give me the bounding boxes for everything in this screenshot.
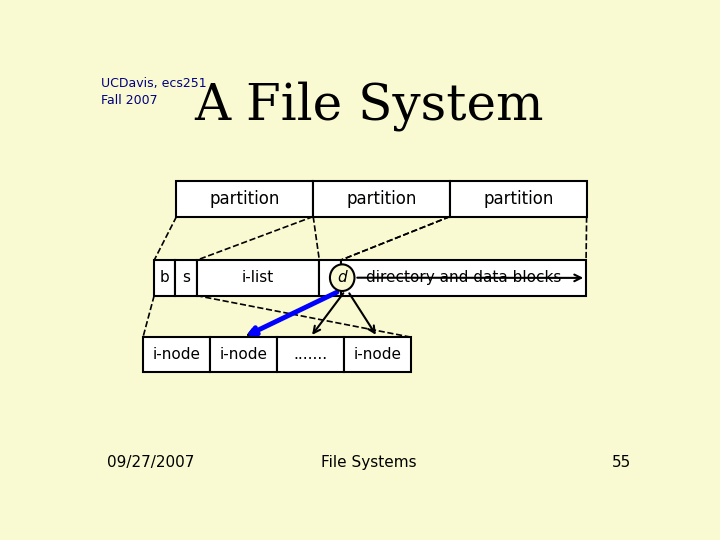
Text: i-node: i-node: [354, 347, 401, 362]
Bar: [341, 260, 586, 295]
Bar: [154, 260, 176, 295]
Text: partition: partition: [210, 190, 280, 208]
Text: .......: .......: [293, 347, 328, 362]
Bar: [176, 181, 313, 217]
Text: directory and data blocks: directory and data blocks: [366, 271, 561, 286]
Text: partition: partition: [346, 190, 417, 208]
Text: File Systems: File Systems: [321, 455, 417, 470]
Text: s: s: [182, 271, 190, 286]
Bar: [450, 181, 587, 217]
Text: 09/27/2007: 09/27/2007: [107, 455, 194, 470]
Text: 55: 55: [612, 455, 631, 470]
Bar: [176, 260, 197, 295]
Bar: [197, 260, 320, 295]
Text: b: b: [160, 271, 170, 286]
Text: i-node: i-node: [220, 347, 267, 362]
Bar: [210, 337, 277, 373]
Text: i-list: i-list: [242, 271, 274, 286]
Bar: [277, 337, 344, 373]
Bar: [320, 260, 341, 295]
Bar: [143, 337, 210, 373]
Text: A File System: A File System: [194, 82, 544, 131]
Bar: [344, 337, 411, 373]
Text: d: d: [338, 270, 347, 285]
Text: UCDavis, ecs251
Fall 2007: UCDavis, ecs251 Fall 2007: [101, 77, 207, 107]
Bar: [313, 181, 450, 217]
Text: i-node: i-node: [153, 347, 200, 362]
Text: partition: partition: [483, 190, 554, 208]
Ellipse shape: [330, 265, 354, 291]
